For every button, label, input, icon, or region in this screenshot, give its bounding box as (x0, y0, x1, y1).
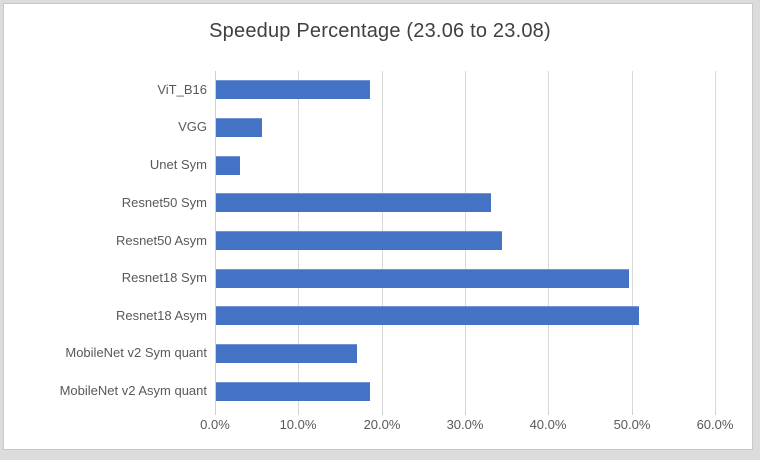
category-label: VGG (178, 119, 207, 134)
tick-mark (548, 410, 549, 415)
x-tick-label: 40.0% (529, 417, 567, 432)
bar-unet-sym (216, 156, 240, 175)
category-label: Resnet18 Sym (121, 270, 207, 285)
plot-area (215, 71, 716, 415)
x-tick-label: 30.0% (446, 417, 484, 432)
tick-mark (382, 410, 383, 415)
bar-resnet18-asym (216, 306, 639, 325)
tick-mark (465, 410, 466, 415)
x-tick-label: 50.0% (613, 417, 651, 432)
category-label: MobileNet v2 Asym quant (59, 383, 207, 398)
bar-vit-b16 (216, 80, 370, 99)
gridline (632, 71, 633, 410)
category-label: Resnet50 Sym (121, 195, 207, 210)
x-tick-label: 60.0% (696, 417, 734, 432)
tick-mark (298, 410, 299, 415)
axis-line (215, 71, 216, 410)
bar-mobilenet-v2-asym-quant (216, 382, 370, 401)
gridline (548, 71, 549, 410)
category-label: Resnet50 Asym (115, 233, 207, 248)
bar-resnet50-asym (216, 231, 502, 250)
bar-resnet50-sym (216, 193, 491, 212)
tick-mark (715, 410, 716, 415)
chart-panel (3, 3, 753, 450)
chart-title: Speedup Percentage (23.06 to 23.08) (209, 20, 551, 42)
bar-mobilenet-v2-sym-quant (216, 344, 357, 363)
category-label: ViT_B16 (157, 82, 207, 97)
x-tick-label: 20.0% (363, 417, 401, 432)
tick-mark (632, 410, 633, 415)
bar-resnet18-sym (216, 269, 629, 288)
category-label: Resnet18 Asym (115, 308, 207, 323)
tick-mark (215, 410, 216, 415)
category-label: MobileNet v2 Sym quant (65, 345, 207, 360)
category-label: Unet Sym (149, 157, 207, 172)
gridline (715, 71, 716, 410)
x-tick-label: 0.0% (200, 417, 230, 432)
bar-vgg (216, 118, 262, 137)
x-tick-label: 10.0% (279, 417, 317, 432)
